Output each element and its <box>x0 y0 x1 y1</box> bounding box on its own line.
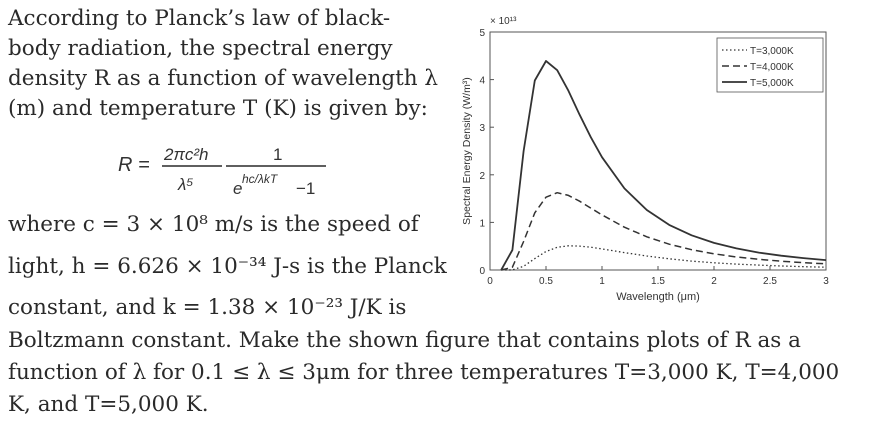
formula-den2-base: e <box>233 179 242 198</box>
problem-line-bottom-2: function of λ for 0.1 ≤ λ ≤ 3μm for thre… <box>8 360 840 385</box>
problem-line-2: body radiation, the spectral energy <box>8 36 393 61</box>
series-line <box>500 60 827 271</box>
formula-num1: 2πc²h <box>163 145 208 164</box>
x-tick-label: 3 <box>823 276 829 287</box>
series-line <box>501 245 827 271</box>
problem-line-4: (m) and temperature T (K) is given by: <box>8 96 428 121</box>
problem-line-bottom-3: K, and T=5,000 K. <box>8 392 209 417</box>
chart-svg: 0 1 2 3 4 5 0 0.5 1 1.5 2 2.5 3 × 10¹³ Wavelength (… <box>461 16 829 303</box>
x-tick-label: 0.5 <box>539 276 553 287</box>
problem-line-bottom-1: Boltzmann constant. Make the shown figur… <box>8 328 801 353</box>
y-multiplier: × 10¹³ <box>490 16 517 27</box>
constant-k-line: constant, and k = 1.38 × 10⁻²³ J/K is <box>8 295 407 320</box>
x-tick-label: 1 <box>599 276 605 287</box>
legend-label: T=3,000K <box>750 46 794 57</box>
y-tick-label: 0 <box>479 266 485 277</box>
formula-den1: λ⁵ <box>177 175 194 194</box>
y-axis-label: Spectral Energy Density (W/m³) <box>461 77 473 225</box>
x-tick-label: 2 <box>711 276 717 287</box>
formula-svg: R = 2πc²h λ⁵ 1 e hc/λkT −1 <box>118 145 326 198</box>
x-tick-label: 1.5 <box>651 276 665 287</box>
y-tick-label: 3 <box>479 123 485 134</box>
planck-chart: 0 1 2 3 4 5 0 0.5 1 1.5 2 2.5 3 × 10¹³ Wavelength (… <box>457 2 882 312</box>
constant-c-line: where c = 3 × 10⁸ m/s is the speed of <box>8 212 419 237</box>
y-tick-label: 2 <box>479 171 485 182</box>
series-line <box>501 191 827 271</box>
formula-den2-exp: hc/λkT <box>242 172 279 186</box>
x-tick-label: 2.5 <box>763 276 777 287</box>
formula-num2: 1 <box>273 145 282 164</box>
legend-label: T=5,000K <box>750 78 794 89</box>
problem-line-1: According to Planck’s law of black- <box>8 6 391 31</box>
legend-label: T=4,000K <box>750 62 794 73</box>
planck-formula: R = 2πc²h λ⁵ 1 e hc/λkT −1 <box>118 138 338 208</box>
legend: T=3,000K T=4,000K T=5,000K <box>716 37 824 93</box>
y-tick-label: 1 <box>479 218 485 229</box>
x-tick-label: 0 <box>487 276 493 287</box>
y-tick-label: 5 <box>479 28 485 39</box>
problem-line-3: density R as a function of wavelength λ <box>8 66 439 91</box>
constant-h-line: light, h = 6.626 × 10⁻³⁴ J-s is the Plan… <box>8 254 447 279</box>
y-tick-label: 4 <box>479 76 485 87</box>
formula-lhs: R = <box>118 154 150 176</box>
legend-box <box>716 37 824 93</box>
x-axis-label: Wavelength (μm) <box>616 291 700 303</box>
formula-den2-tail: −1 <box>296 179 315 198</box>
